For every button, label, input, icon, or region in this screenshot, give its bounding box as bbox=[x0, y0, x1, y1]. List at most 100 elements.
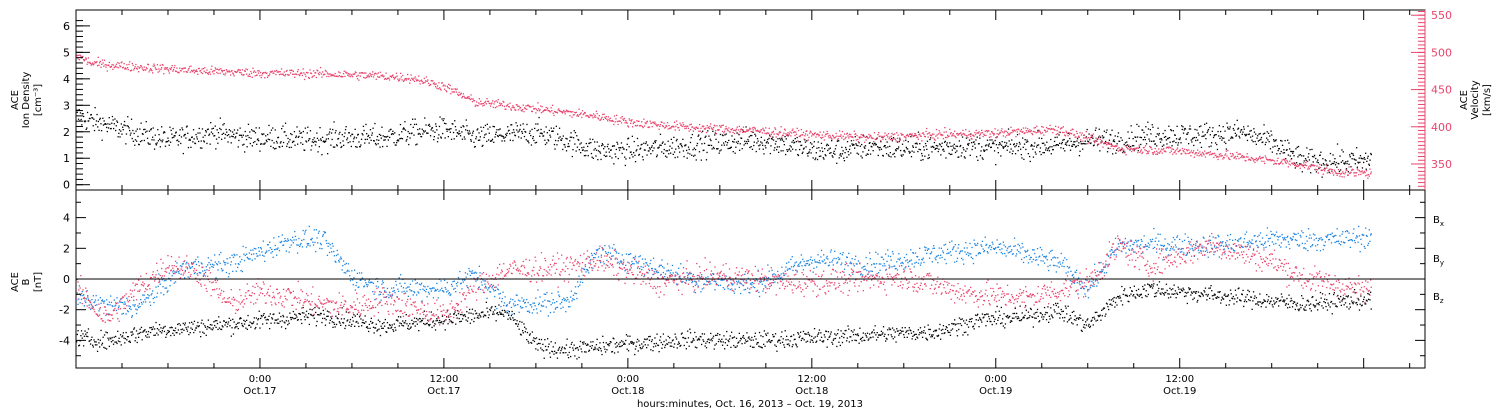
velocity-point bbox=[650, 122, 652, 124]
bx-point bbox=[191, 321, 193, 323]
ion-density-point bbox=[313, 141, 315, 144]
bx-point bbox=[730, 346, 732, 348]
velocity-point bbox=[494, 107, 497, 109]
ion-density-point bbox=[422, 133, 424, 135]
ion-density-point bbox=[371, 134, 373, 136]
velocity-point bbox=[1317, 172, 1319, 174]
bx-point bbox=[728, 338, 731, 340]
bx-point bbox=[433, 325, 435, 327]
ion-density-point bbox=[339, 131, 341, 133]
ion-density-point bbox=[1009, 151, 1011, 153]
velocity-point bbox=[849, 135, 851, 138]
velocity-point bbox=[1355, 175, 1357, 177]
velocity-point bbox=[500, 103, 502, 105]
ion-density-point bbox=[233, 133, 235, 135]
bx-point bbox=[193, 320, 196, 322]
ion-density-point bbox=[858, 142, 860, 144]
ion-density-point bbox=[693, 155, 695, 157]
bx-point bbox=[356, 313, 359, 315]
ion-density-point bbox=[1131, 131, 1133, 133]
ion-density-point bbox=[1151, 124, 1153, 126]
velocity-point bbox=[1273, 163, 1275, 165]
ion-density-point bbox=[797, 153, 799, 156]
velocity-point bbox=[1125, 154, 1127, 156]
velocity-point bbox=[215, 68, 217, 70]
velocity-point bbox=[870, 135, 872, 137]
bx-point bbox=[124, 338, 127, 340]
velocity-point bbox=[213, 73, 215, 75]
velocity-point bbox=[185, 70, 187, 73]
velocity-point bbox=[1365, 175, 1367, 177]
velocity-point bbox=[238, 69, 240, 71]
bx-point bbox=[204, 326, 207, 328]
bx-point bbox=[783, 346, 786, 348]
ion-density-point bbox=[382, 145, 384, 148]
bx-point bbox=[162, 327, 164, 330]
bx-point bbox=[617, 351, 619, 353]
velocity-point bbox=[1137, 151, 1139, 154]
ion-density-point bbox=[935, 147, 937, 150]
velocity-point bbox=[1135, 147, 1138, 149]
bx-point bbox=[656, 333, 658, 335]
velocity-point bbox=[285, 70, 287, 72]
velocity-point bbox=[87, 61, 89, 63]
ion-density-point bbox=[809, 149, 811, 151]
bx-point bbox=[701, 333, 703, 335]
ion-density-point bbox=[1193, 144, 1195, 147]
ion-density-point bbox=[244, 151, 246, 153]
velocity-point bbox=[341, 76, 343, 78]
bx-point bbox=[257, 318, 260, 320]
bx-point bbox=[218, 316, 220, 318]
velocity-point bbox=[829, 134, 831, 137]
bx-point bbox=[765, 333, 767, 335]
ion-density-point bbox=[696, 142, 699, 145]
bx-point bbox=[648, 336, 650, 338]
bx-point bbox=[157, 334, 159, 336]
velocity-point bbox=[889, 138, 892, 141]
ion-density-point bbox=[760, 136, 762, 138]
velocity-point bbox=[816, 133, 818, 135]
ion-density-point bbox=[95, 123, 97, 126]
velocity-point bbox=[1172, 148, 1175, 150]
velocity-point bbox=[1124, 145, 1126, 147]
velocity-point bbox=[899, 139, 901, 141]
ion-density-point bbox=[1094, 141, 1096, 143]
velocity-point bbox=[529, 106, 531, 108]
ion-density-point bbox=[990, 146, 992, 149]
bx-point bbox=[280, 326, 283, 328]
velocity-point bbox=[926, 133, 929, 135]
ion-density-point bbox=[952, 145, 954, 147]
velocity-point bbox=[615, 118, 617, 120]
velocity-point bbox=[987, 130, 989, 132]
velocity-point bbox=[119, 66, 122, 68]
ion-density-point bbox=[287, 137, 289, 140]
ion-density-point bbox=[880, 141, 882, 143]
bx-point bbox=[293, 318, 295, 320]
ion-density-point bbox=[260, 143, 262, 145]
ion-density-point bbox=[454, 126, 457, 128]
ion-density-point bbox=[244, 130, 246, 133]
ion-density-point bbox=[173, 136, 175, 138]
ion-density-point bbox=[1031, 145, 1033, 147]
bx-point bbox=[383, 321, 385, 324]
velocity-point bbox=[411, 77, 413, 79]
velocity-point bbox=[106, 64, 108, 66]
bx-point bbox=[763, 330, 765, 332]
ion-density-point bbox=[801, 144, 803, 146]
ion-density-point bbox=[727, 147, 729, 150]
ion-density-point bbox=[765, 142, 768, 144]
velocity-point bbox=[1026, 131, 1028, 134]
ion-density-point bbox=[81, 124, 83, 126]
velocity-point bbox=[1278, 163, 1280, 165]
ion-density-point bbox=[340, 146, 342, 149]
ion-density-point bbox=[1325, 160, 1327, 162]
velocity-point bbox=[692, 130, 694, 132]
velocity-point bbox=[183, 71, 185, 73]
ion-density-point bbox=[211, 128, 213, 130]
ion-density-point bbox=[496, 135, 499, 137]
velocity-point bbox=[1264, 162, 1266, 165]
bx-point bbox=[336, 317, 338, 319]
bx-point bbox=[274, 319, 276, 321]
velocity-point bbox=[885, 138, 887, 141]
ion-density-point bbox=[1272, 146, 1274, 148]
